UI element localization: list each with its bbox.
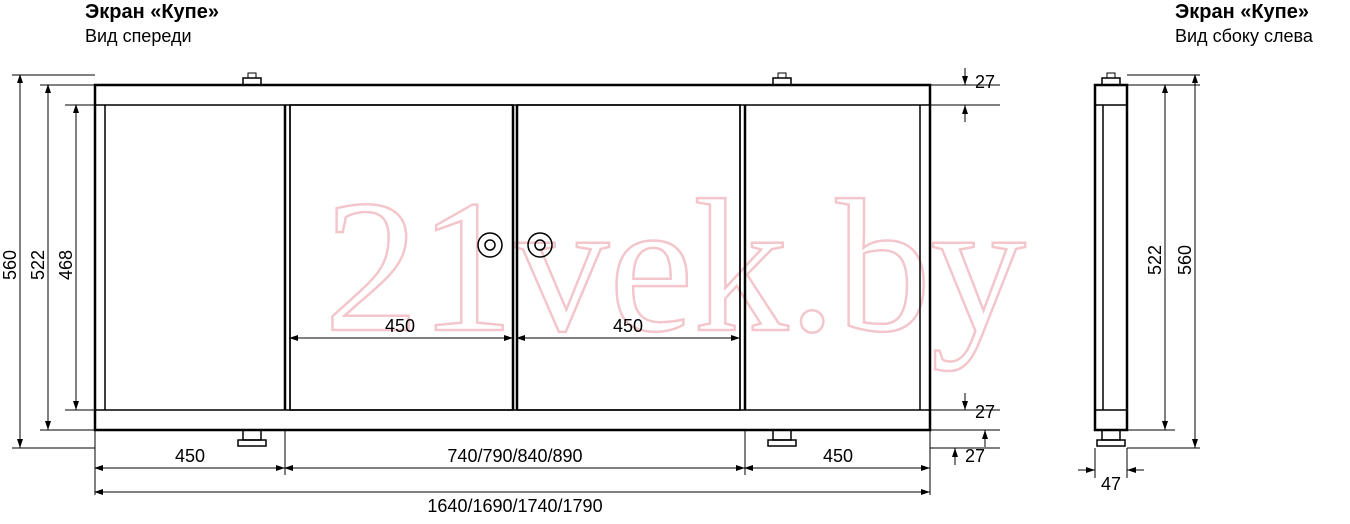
dim-seg-450r: 450 — [823, 446, 853, 466]
dim-bot27b: 27 — [965, 446, 985, 466]
dim-560: 560 — [0, 250, 20, 280]
dim-bot27a: 27 — [975, 402, 995, 422]
front-foot — [768, 430, 796, 446]
dim-total: 1640/1690/1740/1790 — [427, 496, 602, 516]
dim-47: 47 — [1101, 474, 1121, 494]
dim-side-560: 560 — [1175, 245, 1195, 275]
front-foot — [238, 430, 266, 446]
side-view — [1095, 73, 1127, 446]
dim-bottom-segments: 450 740/790/840/890 450 1640/1690/1740/1… — [95, 430, 930, 516]
side-profile — [1095, 85, 1127, 430]
dim-seg-450l: 450 — [175, 446, 205, 466]
dim-heights-left: 560 522 468 — [0, 75, 95, 448]
title-front-l1: Экран «Купе» — [85, 1, 219, 23]
dim-side-47: 47 — [1078, 448, 1144, 494]
dim-side-522: 522 — [1145, 245, 1165, 275]
dim-door-450-l: 450 — [385, 316, 415, 336]
dim-522: 522 — [28, 250, 48, 280]
front-clip — [243, 73, 261, 85]
title-side-l1: Экран «Купе» — [1175, 1, 1309, 23]
dim-door-450-r: 450 — [613, 316, 643, 336]
dim-side-heights: 522 560 — [1127, 75, 1200, 448]
title-side-l2: Вид сбоку слева — [1175, 26, 1314, 46]
front-clip — [773, 73, 791, 85]
dim-top27: 27 — [975, 72, 995, 92]
dim-seg-mid: 740/790/840/890 — [447, 446, 582, 466]
dim-468: 468 — [56, 250, 76, 280]
title-front-l2: Вид спереди — [85, 26, 192, 46]
